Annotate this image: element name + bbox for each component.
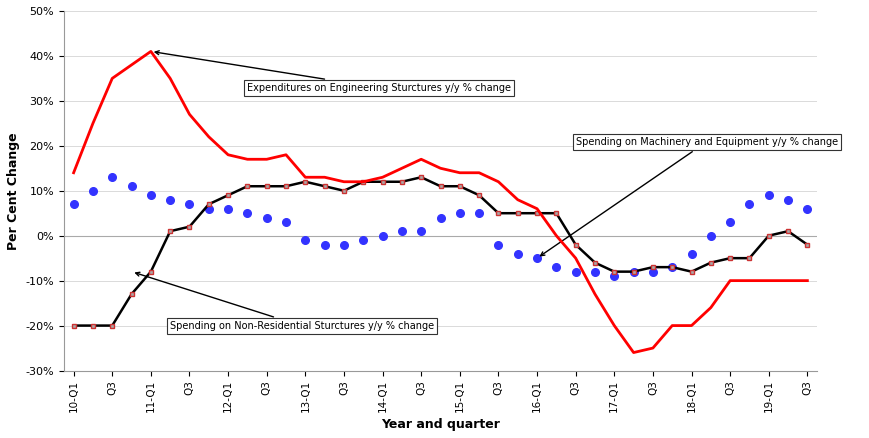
X-axis label: Year and quarter: Year and quarter [381,418,500,431]
Text: Spending on Machinery and Equipment y/y % change: Spending on Machinery and Equipment y/y … [540,137,837,256]
Text: Spending on Non-Residential Sturctures y/y % change: Spending on Non-Residential Sturctures y… [136,272,434,331]
Y-axis label: Per Cent Change: Per Cent Change [7,132,20,250]
Text: Expenditures on Engineering Sturctures y/y % change: Expenditures on Engineering Sturctures y… [155,51,511,93]
